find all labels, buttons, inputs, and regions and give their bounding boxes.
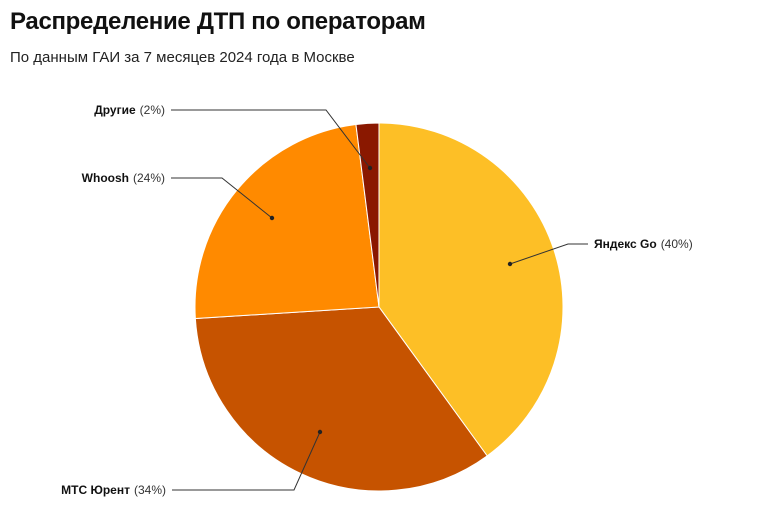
slice-labels: Яндекс Go (40%) МТС Юрент (34%) Whoosh (24%… [61, 103, 693, 497]
label-yandex: Яндекс Go (40%) [594, 237, 693, 251]
label-whoosh: Whoosh (24%) [82, 171, 165, 185]
leader-line-yandex [509, 243, 588, 265]
leader-lines [171, 109, 588, 491]
leader-dot-yandex [507, 261, 513, 267]
pie-slice-2 [194, 306, 488, 492]
label-other: Другие (2%) [94, 103, 165, 117]
chart-subtitle: По данным ГАИ за 7 месяцев 2024 года в М… [10, 49, 355, 66]
leader-dot-whoosh [269, 215, 275, 221]
chart-title: Распределение ДТП по операторам [10, 8, 426, 35]
leader-line-whoosh [171, 177, 273, 219]
pie-slices [194, 122, 564, 492]
leader-line-other [171, 109, 371, 169]
leader-dot-other [367, 165, 373, 171]
label-mts: МТС Юрент (34%) [61, 483, 166, 497]
pie-slice-4 [355, 122, 380, 308]
leader-line-mts [172, 431, 321, 491]
pie-slice-1 [378, 122, 564, 457]
leader-dot-mts [317, 429, 323, 435]
pie-slice-3 [194, 123, 380, 320]
